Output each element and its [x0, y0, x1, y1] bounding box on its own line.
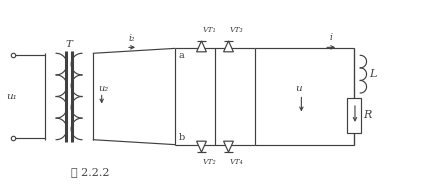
- Text: R: R: [363, 110, 371, 120]
- Text: VT₄: VT₄: [230, 157, 243, 166]
- Text: L: L: [369, 69, 377, 79]
- Text: u⁤: u⁤: [296, 84, 303, 93]
- Text: i₂: i₂: [129, 34, 135, 43]
- Text: T: T: [66, 40, 72, 49]
- Text: VT₃: VT₃: [230, 26, 243, 34]
- Text: a: a: [178, 51, 184, 60]
- Text: b: b: [178, 133, 184, 142]
- Text: u₁: u₁: [6, 92, 17, 101]
- Polygon shape: [224, 41, 233, 52]
- Polygon shape: [196, 141, 207, 152]
- Text: 图 2.2.2: 图 2.2.2: [71, 167, 109, 177]
- Text: i⁤: i⁤: [330, 33, 333, 42]
- Text: u₂: u₂: [99, 84, 109, 93]
- Text: VT₂: VT₂: [202, 157, 216, 166]
- Text: VT₁: VT₁: [202, 26, 216, 34]
- FancyBboxPatch shape: [347, 98, 361, 133]
- Polygon shape: [196, 41, 207, 52]
- Polygon shape: [224, 141, 233, 152]
